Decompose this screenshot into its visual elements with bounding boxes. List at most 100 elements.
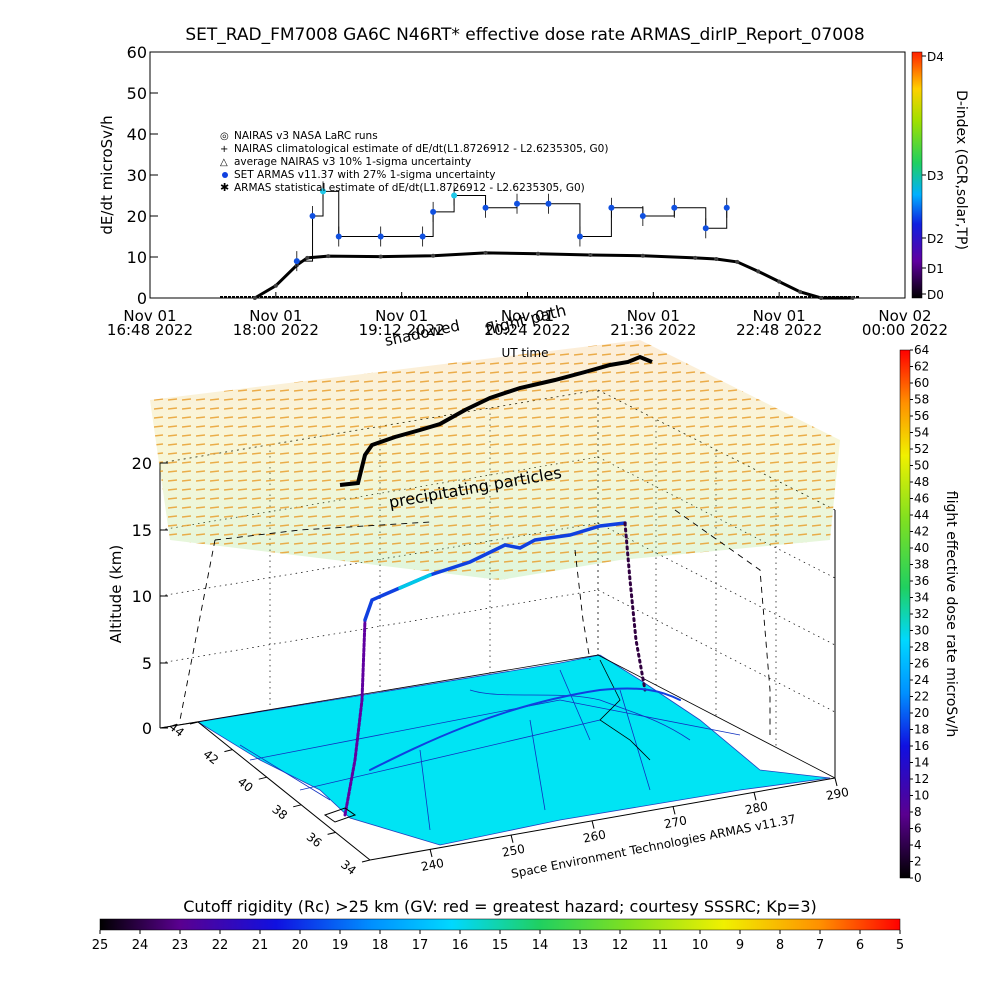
baseline-dot [492,296,495,298]
top-x-tick-time: 18:00 2022 [233,321,319,339]
baseline-dot [396,296,399,298]
d-index-tick-label: D4 [927,50,944,64]
armas-point [377,233,384,240]
top-x-tick-time: 00:00 2022 [862,321,948,339]
nairas-point [588,252,593,257]
armas-point [608,204,615,211]
baseline-dot [552,296,555,298]
baseline-dot [696,296,699,298]
baseline-dot [772,296,775,298]
baseline-dot [804,296,807,298]
lon-tick-label: 240 [420,856,445,874]
dose-rate-tick-label: 54 [914,426,929,440]
baseline-dot [476,296,479,298]
baseline-dot [664,296,667,298]
baseline-dot [332,296,335,298]
baseline-dot [416,296,419,298]
baseline-dot [424,296,427,298]
dose-rate-tick-label: 52 [914,442,929,456]
legend-marker-1: ◎ [220,131,229,142]
lat-tick-label: 40 [235,775,256,795]
baseline-dot [340,296,343,298]
baseline-dot [288,296,291,298]
baseline-dot [472,296,475,298]
top-x-tick-day: Nov 01 [249,307,302,325]
baseline-dot [488,296,491,298]
baseline-dot [224,296,227,298]
dose-rate-tick-label: 0 [914,871,922,885]
d-index-tick-label: D2 [927,232,944,246]
x-axis-label: UT time [501,346,548,360]
legend-item-3: average NAIRAS v3 10% 1-sigma uncertaint… [234,156,471,168]
dose-rate-tick-label: 34 [914,591,929,605]
top-x-tick-time: 22:48 2022 [736,321,822,339]
baseline-dot [272,296,275,298]
dose-rate-tick-label: 60 [914,376,929,390]
top-y-axis-label: dE/dt microSv/h [98,115,116,234]
lat-tick [258,776,267,780]
baseline-dot [724,296,727,298]
legend-item-1: NAIRAS v3 NASA LaRC runs [234,130,378,142]
dose-rate-ticks: 0246810121416182022242628303234363840424… [910,343,929,885]
legend-item-4: SET ARMAS v11.37 with 27% 1-sigma uncert… [234,169,496,181]
baseline-dot [728,296,731,298]
flight-path-high [339,354,653,487]
lon-tick-label: 280 [744,799,769,817]
baseline-dot [704,296,707,298]
lon-tick-label: 290 [825,785,850,803]
nairas-point [735,259,740,264]
dose-rate-tick-label: 24 [914,673,929,687]
lon-tick [510,834,514,843]
top-x-tick-time: 21:36 2022 [610,321,696,339]
cutoff-rigidity-tick-label: 15 [492,938,509,953]
baseline-dot [684,296,687,298]
armas-point [639,213,646,219]
dose-rate-colorbar [899,349,911,879]
dose-rate-tick-label: 40 [914,541,929,555]
baseline-dot [520,296,523,298]
baseline-dot [752,296,755,298]
cutoff-rigidity-tick-label: 19 [332,938,349,953]
baseline-dot [620,296,623,298]
dose-rate-tick-label: 6 [914,822,922,836]
baseline-dot [280,296,283,298]
lon-tick [591,820,595,829]
lon-tick [429,848,433,858]
lon-tick-label: 270 [663,813,688,831]
baseline-dot [296,296,299,298]
baseline-dot [240,296,243,298]
baseline-dot [548,296,551,298]
armas-point [545,200,552,207]
baseline-dot [392,296,395,298]
baseline-dot [612,296,615,298]
baseline-dot [732,296,735,298]
baseline-dot [276,296,279,298]
cutoff-rigidity-tick-label: 7 [816,938,824,953]
baseline-dot [788,296,791,298]
particle-layer [150,340,840,580]
dose-rate-tick-label: 38 [914,558,929,572]
baseline-dot [568,296,571,298]
dose-rate-tick-label: 58 [914,393,929,407]
cutoff-rigidity-tick-label: 24 [132,938,149,953]
cutoff-rigidity-tick-label: 22 [212,938,229,953]
cutoff-rigidity-tick-label: 21 [252,938,269,953]
baseline-dot [248,296,251,298]
baseline-dot [596,296,599,298]
d-index-colorbar [911,51,923,299]
dose-rate-tick-label: 22 [914,690,929,704]
lat-tick-label: 36 [304,830,325,850]
baseline-dot [616,296,619,298]
legend-marker-4 [222,172,228,178]
baseline-dot [448,296,451,298]
lon-tick [753,792,757,801]
baseline-dot [420,296,423,298]
baseline-dot [544,296,547,298]
baseline-dot [352,296,355,298]
flight-track-3d [343,521,681,817]
nairas-point [693,255,698,260]
lat-tick-label: 44 [166,719,187,739]
baseline-dot [780,296,783,298]
legend-marker-2: + [220,144,228,155]
